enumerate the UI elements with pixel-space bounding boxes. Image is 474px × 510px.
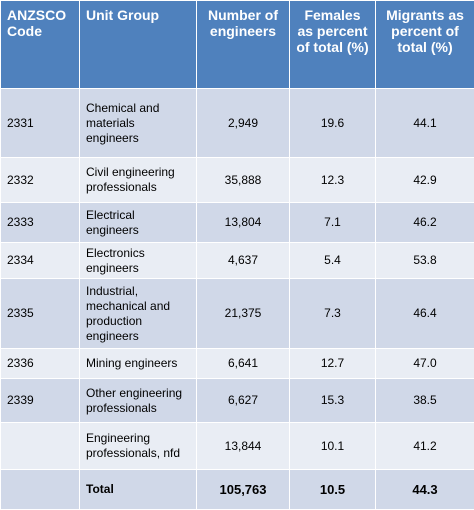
- table-row: 2336 Mining engineers 6,641 12.7 47.0: [1, 349, 474, 379]
- row-migrants: 46.4: [376, 279, 474, 349]
- row-code: 2331: [1, 89, 80, 158]
- table-row: 2333 Electrical engineers 13,804 7.1 46.…: [1, 203, 474, 243]
- table-row: 2332 Civil engineering professionals 35,…: [1, 158, 474, 203]
- row-engineers: 21,375: [197, 279, 290, 349]
- row-migrants: 47.0: [376, 349, 474, 379]
- row-unit-group: Other engineering professionals: [80, 379, 197, 423]
- table-row: 2335 Industrial, mechanical and producti…: [1, 279, 474, 349]
- row-engineers: 2,949: [197, 89, 290, 158]
- row-migrants: 41.2: [376, 423, 474, 470]
- row-females: 12.7: [290, 349, 376, 379]
- row-migrants: 46.2: [376, 203, 474, 243]
- row-unit-group: Industrial, mechanical and production en…: [80, 279, 197, 349]
- row-migrants: 42.9: [376, 158, 474, 203]
- row-engineers: 13,804: [197, 203, 290, 243]
- row-migrants: 38.5: [376, 379, 474, 423]
- row-migrants: 44.1: [376, 89, 474, 158]
- row-females: 7.1: [290, 203, 376, 243]
- row-unit-group: Electronics engineers: [80, 243, 197, 279]
- row-females: 5.4: [290, 243, 376, 279]
- row-engineers: 6,641: [197, 349, 290, 379]
- table-row: 2334 Electronics engineers 4,637 5.4 53.…: [1, 243, 474, 279]
- header-migrants-percent: Migrants as percent of total (%): [376, 1, 474, 89]
- row-females: 19.6: [290, 89, 376, 158]
- header-unit-group: Unit Group: [80, 1, 197, 89]
- row-migrants: 53.8: [376, 243, 474, 279]
- row-unit-group: Mining engineers: [80, 349, 197, 379]
- row-engineers: 4,637: [197, 243, 290, 279]
- row-code: 2335: [1, 279, 80, 349]
- table-row: 2339 Other engineering professionals 6,6…: [1, 379, 474, 423]
- row-engineers: 35,888: [197, 158, 290, 203]
- row-engineers: 6,627: [197, 379, 290, 423]
- row-code: [1, 423, 80, 470]
- header-females-percent: Females as percent of total (%): [290, 1, 376, 89]
- row-unit-group: Engineering professionals, nfd: [80, 423, 197, 470]
- row-unit-group: Civil engineering professionals: [80, 158, 197, 203]
- header-number-of-engineers: Number of engineers: [197, 1, 290, 89]
- row-code: 2336: [1, 349, 80, 379]
- row-code: 2339: [1, 379, 80, 423]
- row-females: 10.1: [290, 423, 376, 470]
- row-females: 15.3: [290, 379, 376, 423]
- row-unit-group: Chemical and materials engineers: [80, 89, 197, 158]
- header-row: ANZSCO Code Unit Group Number of enginee…: [1, 1, 474, 89]
- row-engineers: 13,844: [197, 423, 290, 470]
- table-row: Engineering professionals, nfd 13,844 10…: [1, 423, 474, 470]
- header-code: ANZSCO Code: [1, 1, 80, 89]
- row-females: 12.3: [290, 158, 376, 203]
- row-females: 7.3: [290, 279, 376, 349]
- row-code: 2333: [1, 203, 80, 243]
- row-code: 2332: [1, 158, 80, 203]
- row-unit-group: Electrical engineers: [80, 203, 197, 243]
- table-row: 2331 Chemical and materials engineers 2,…: [1, 89, 474, 158]
- row-code: 2334: [1, 243, 80, 279]
